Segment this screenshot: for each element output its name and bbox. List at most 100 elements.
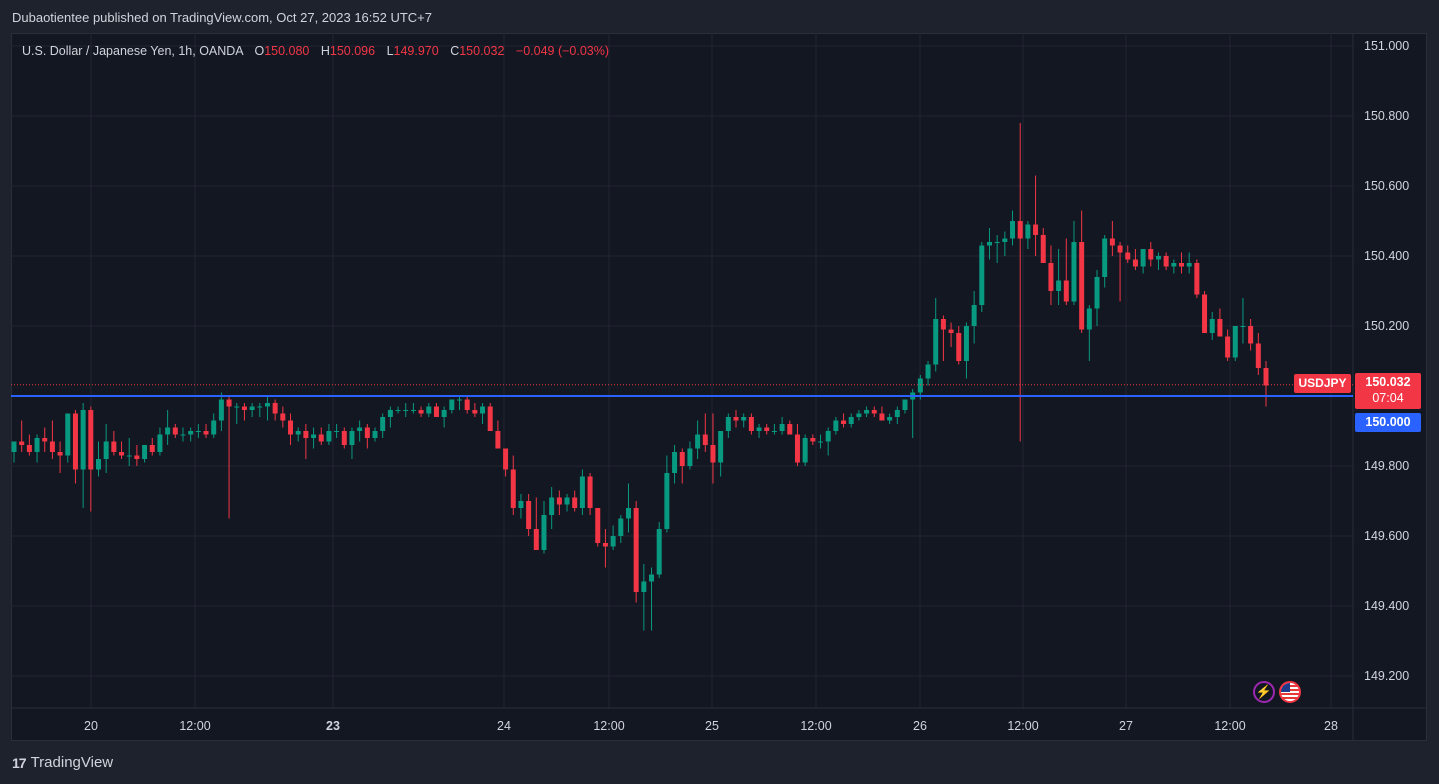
candle-body (518, 501, 524, 508)
chart-pane[interactable] (11, 33, 1427, 741)
candle-body (963, 326, 969, 361)
candle-body (1240, 326, 1246, 327)
candle-body (595, 508, 601, 543)
candle-body (871, 410, 877, 414)
candle-body (49, 441, 55, 452)
candle-body (211, 420, 217, 435)
candle-body (656, 529, 662, 575)
candle-body (1209, 319, 1215, 333)
candle-body (1179, 263, 1185, 267)
candle-body (1033, 224, 1039, 235)
candle-body (1048, 263, 1054, 291)
candle-body (1232, 326, 1238, 358)
candle-body (549, 497, 555, 515)
candle-body (902, 399, 908, 410)
candle-body (779, 424, 785, 431)
candle-body (126, 455, 132, 457)
candle-body (610, 536, 616, 547)
candle-body (264, 403, 270, 407)
candle-body (272, 403, 278, 414)
candle-body (380, 417, 386, 431)
candle-body (1010, 221, 1016, 239)
candle-body (1002, 238, 1008, 242)
candle-body (19, 441, 25, 445)
candle-body (618, 518, 624, 536)
candle-body (165, 427, 171, 435)
candle-body (449, 399, 455, 410)
candle-body (579, 476, 585, 508)
candle-body (702, 434, 708, 445)
candle-body (848, 417, 854, 424)
candle-body (295, 431, 301, 435)
legend-high-value: 150.096 (329, 44, 376, 58)
candle-body (311, 434, 317, 438)
legend-open-label: O (254, 44, 265, 58)
candle-body (833, 420, 839, 431)
candle-body (503, 448, 509, 470)
candle-body (1225, 336, 1231, 358)
candle-body (357, 427, 363, 431)
legend-change: −0.049 (−0.03%) (515, 44, 610, 58)
x-tick-label: 26 (913, 719, 927, 733)
candle-body (257, 406, 263, 408)
candle-body (864, 410, 870, 414)
candle-body (818, 441, 824, 443)
candle-body (994, 242, 1000, 243)
y-tick-label: 149.600 (1364, 529, 1409, 543)
bar-countdown: 07:04 (1372, 391, 1404, 405)
x-tick-label: 20 (84, 719, 98, 733)
candle-body (172, 427, 178, 435)
candle-body (602, 543, 608, 547)
candle-body (940, 319, 946, 330)
candle-body (1117, 245, 1123, 253)
candle-body (234, 406, 240, 408)
candle-body (372, 431, 378, 438)
lightning-icon[interactable]: ⚡ (1253, 681, 1275, 703)
candle-body (625, 508, 631, 519)
candle-body (1255, 343, 1261, 368)
candle-body (672, 452, 678, 473)
candle-body (149, 445, 155, 452)
candle-body (1056, 280, 1062, 291)
candle-body (249, 406, 255, 410)
legend-high-label: H (320, 44, 330, 58)
legend-low-value: 149.970 (393, 44, 439, 58)
candle-body (1171, 263, 1177, 267)
brand-name: TradingView (30, 754, 114, 771)
candle-body (456, 399, 462, 401)
candle-body (88, 410, 94, 470)
candle-body (986, 242, 992, 246)
candle-body (1163, 256, 1169, 267)
candle-body (1217, 319, 1223, 337)
candle-body (510, 469, 516, 508)
candle-body (1102, 238, 1108, 277)
candle-body (11, 441, 17, 452)
x-tick-label: 23 (326, 719, 340, 733)
candle-body (1071, 242, 1077, 302)
candle-body (180, 434, 186, 436)
candlestick-chart[interactable]: 151.000 150.800 150.600 150.400 150.200 150.0… (11, 33, 1427, 741)
candle-body (764, 427, 770, 431)
footer-brand[interactable]: 17 TradingView (12, 754, 113, 771)
candle-body (142, 445, 148, 459)
candle-body (203, 431, 209, 435)
candle-body (948, 329, 954, 333)
candle-body (326, 431, 332, 442)
candle-body (679, 452, 685, 466)
candle-body (341, 431, 347, 445)
candle-body (748, 417, 754, 431)
candle-body (72, 413, 78, 470)
candle-body (418, 410, 424, 414)
us-flag-icon[interactable] (1279, 681, 1301, 703)
candle-body (725, 417, 731, 431)
x-tick-label: 25 (705, 719, 719, 733)
y-tick-label: 151.000 (1364, 39, 1409, 53)
candle-body (280, 413, 286, 421)
y-tick-label: 149.400 (1364, 599, 1409, 613)
candle-body (879, 413, 885, 421)
legend-symbol[interactable]: U.S. Dollar / Japanese Yen, 1h, OANDA (22, 44, 243, 58)
x-tick-label: 12:00 (1214, 719, 1245, 733)
published-by-line: Dubaotientee published on TradingView.co… (12, 10, 433, 25)
x-tick-label: 12:00 (179, 719, 210, 733)
candle-body (925, 364, 931, 379)
